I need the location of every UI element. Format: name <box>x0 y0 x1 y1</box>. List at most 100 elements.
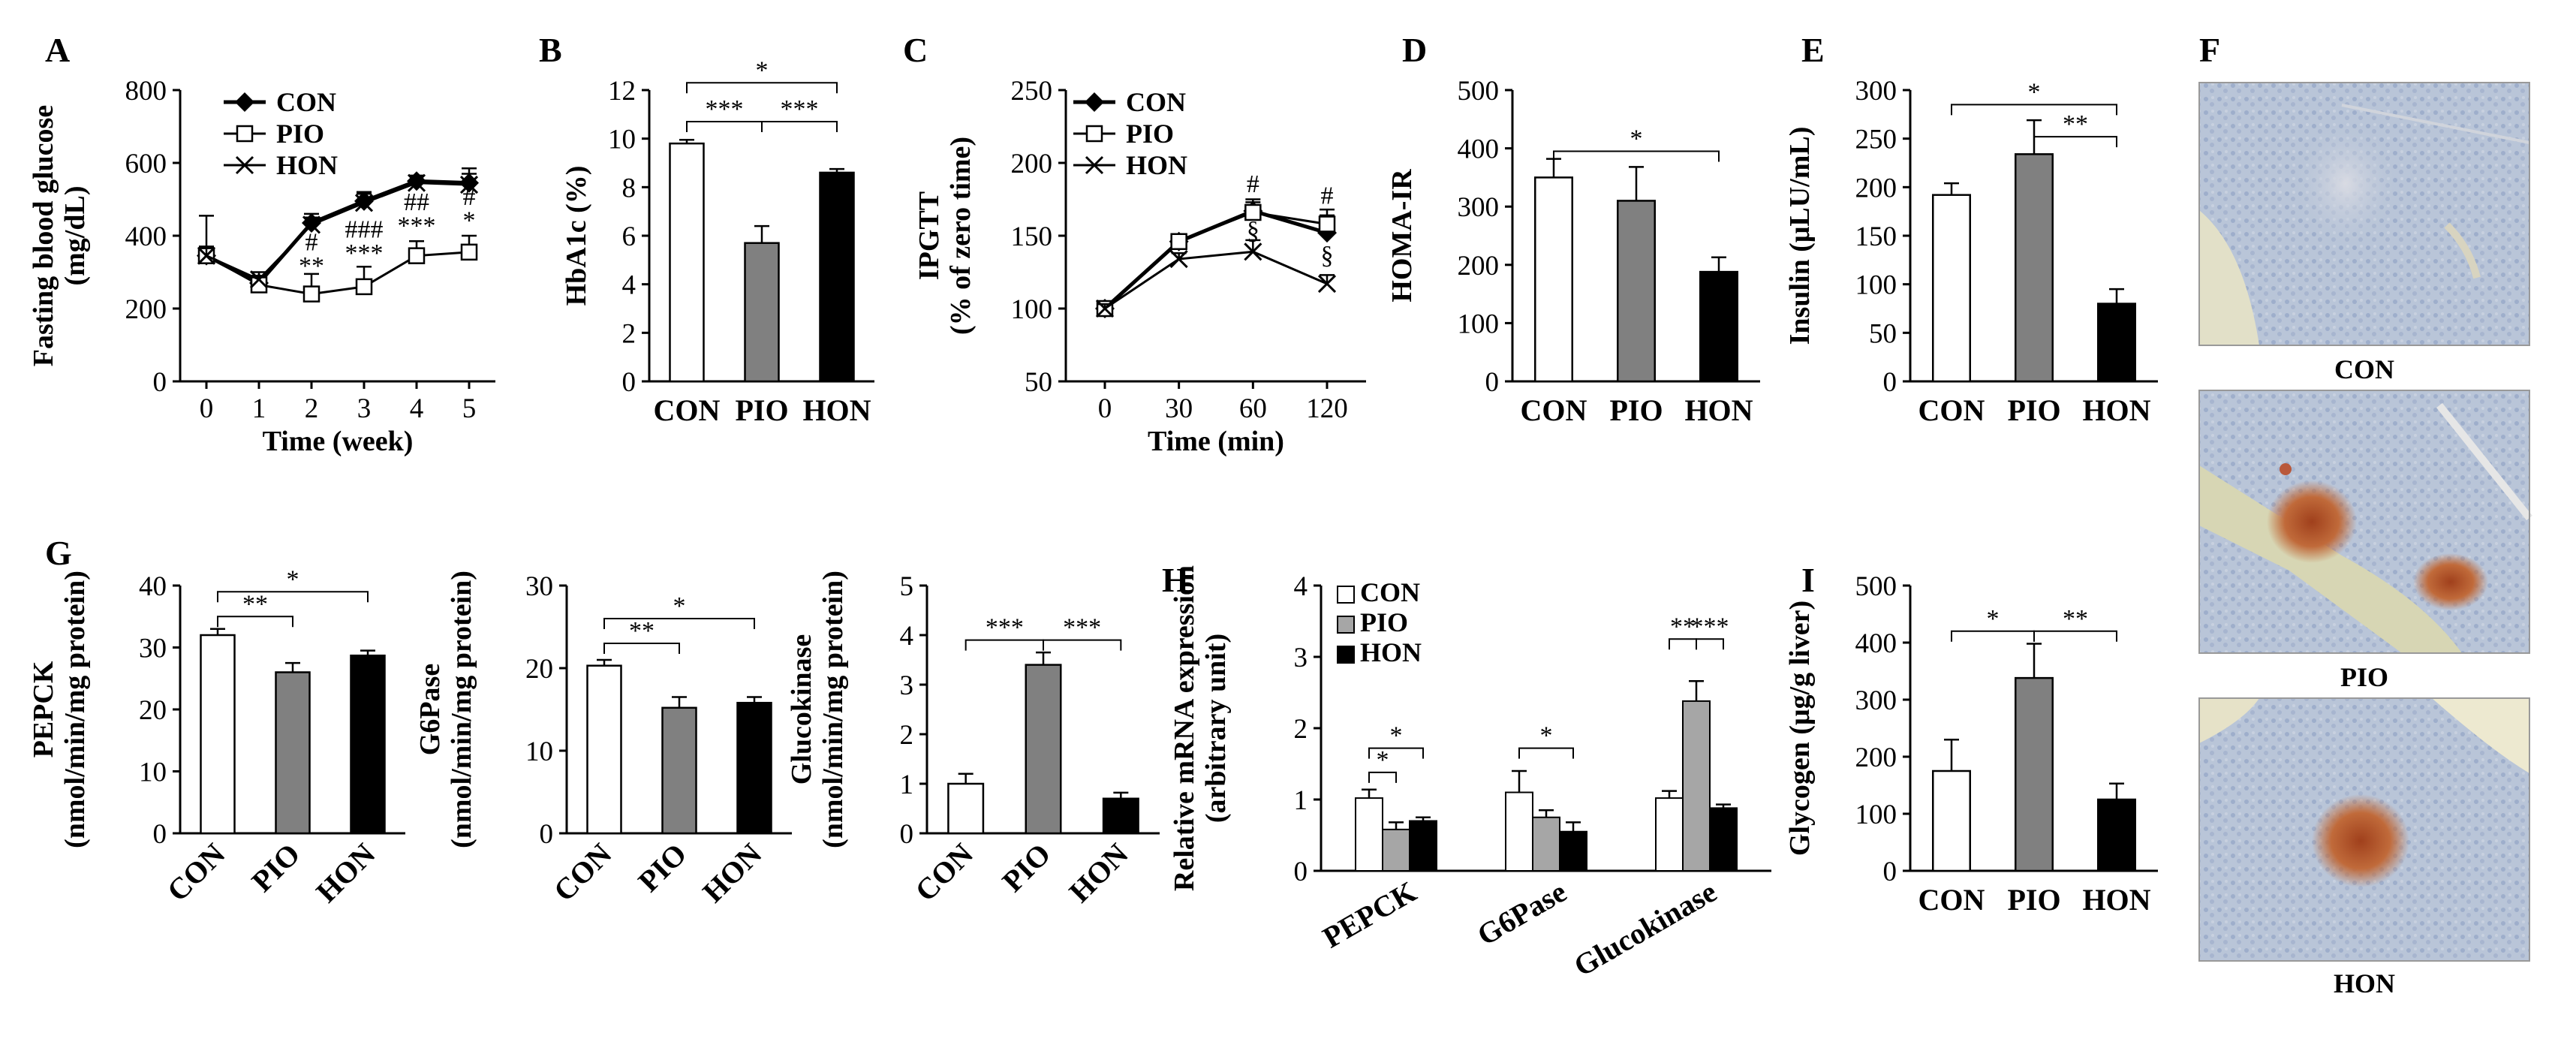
x-tick-label: 0 <box>200 393 214 424</box>
y-tick-label: 12 <box>608 76 636 107</box>
annotation: # <box>463 183 476 211</box>
significance-label: *** <box>706 95 744 123</box>
data-point <box>302 215 321 234</box>
x-tick-label: CON <box>654 393 721 427</box>
annotation: *** <box>398 212 436 240</box>
x-tick-label: G6Pase <box>1471 875 1572 952</box>
chart-g-glucokinase: 0 1 2 3 4 5 Glucokinase (nmol/min/mg protein) CO… <box>786 571 1160 909</box>
series-line-con <box>1103 209 1328 310</box>
significance-bracket <box>1951 104 2117 116</box>
y-axis-title: Glycogen (μg/g liver) <box>1784 601 1816 856</box>
significance-bracket <box>1518 747 1574 759</box>
y-tick-label: 800 <box>125 76 167 107</box>
y-tick-label: 8 <box>622 173 636 203</box>
annotation: ** <box>299 252 324 280</box>
bar-con <box>586 664 622 835</box>
significance-label: * <box>673 592 686 620</box>
y-tick-label: 200 <box>1458 251 1500 282</box>
y-axis-title-units: (mg/dL) <box>59 186 91 286</box>
significance-label: ** <box>629 617 655 645</box>
bar-hon <box>1559 830 1587 872</box>
error-bar <box>1711 256 1726 273</box>
error-bar <box>1389 821 1404 830</box>
y-tick-label: 0 <box>1883 367 1897 398</box>
annotation: ### <box>345 215 384 243</box>
y-tick-label: 2 <box>1294 714 1308 745</box>
legend-label: HON <box>276 150 338 180</box>
chart-h-mrna: 0 1 2 3 4 Relative mRNA expression (arbitrary … <box>1169 565 1771 983</box>
x-tick-label: HON <box>2082 393 2150 427</box>
x-tick-label: Glucokinase <box>1568 875 1722 983</box>
bar-pio <box>1025 664 1062 835</box>
bar-hon <box>2097 798 2136 872</box>
panel-label-a: A <box>45 31 70 69</box>
significance-label: *** <box>1691 613 1729 640</box>
x-axis-title: Time (week) <box>263 426 414 457</box>
error-bar <box>1944 738 1959 771</box>
data-point <box>1244 242 1262 261</box>
significance-bracket <box>1368 771 1397 783</box>
data-point <box>1244 203 1262 221</box>
y-axis-title-units: (% of zero time) <box>945 137 977 335</box>
bar-pio <box>275 671 311 835</box>
x-axis-title: Time (min) <box>1148 426 1284 457</box>
y-axis-title-units: (nmol/min/mg protein) <box>59 571 91 848</box>
bar-pio <box>1617 200 1656 383</box>
y-tick-label: 400 <box>1458 134 1500 165</box>
y-tick-label: 10 <box>139 757 167 788</box>
panel-label-g: G <box>45 534 72 572</box>
data-point <box>1095 299 1115 318</box>
x-tick-label: CON <box>1918 883 1985 917</box>
histology-image-con <box>2198 82 2530 346</box>
x-tick-label: PIO <box>995 837 1057 899</box>
legend-label: PIO <box>1126 119 1174 149</box>
x-tick-label: HON <box>1684 393 1753 427</box>
y-tick-label: 10 <box>608 125 636 155</box>
error-bar <box>1689 680 1704 701</box>
legend-swatch <box>1337 616 1355 634</box>
y-tick-label: 0 <box>1294 857 1308 887</box>
y-axis-title-units: (arbitrary unit) <box>1200 634 1232 823</box>
y-tick-label: 6 <box>622 221 636 252</box>
data-point <box>1169 249 1188 269</box>
bar-hon <box>1699 270 1738 383</box>
panel-f-histology: CON PIO HON <box>2198 82 2532 998</box>
panel-label-i: I <box>1801 561 1815 599</box>
y-tick-label: 300 <box>1855 76 1897 107</box>
error-bar <box>1036 651 1051 665</box>
y-tick-label: 500 <box>1458 76 1500 107</box>
bar-hon <box>1102 797 1139 835</box>
y-tick-label: 3 <box>900 670 914 701</box>
bar-con <box>1932 194 1971 383</box>
significance-label: * <box>1630 125 1643 152</box>
panel-label-b: B <box>539 31 562 69</box>
significance-label: *** <box>781 95 819 123</box>
y-tick-label: 5 <box>900 571 914 602</box>
x-tick-label: CON <box>908 836 980 908</box>
bar-hon <box>350 654 386 835</box>
error-bar <box>1113 791 1129 799</box>
significance-bracket <box>761 121 838 133</box>
y-tick-label: 200 <box>1011 149 1053 179</box>
error-bar <box>2027 643 2042 679</box>
y-tick-label: 100 <box>1011 294 1053 325</box>
bar-hon <box>2097 303 2136 383</box>
legend-label: HON <box>1126 150 1187 180</box>
legend-label: CON <box>276 87 336 117</box>
significance-label: ** <box>2063 110 2088 138</box>
y-axis-title: HbA1c (%) <box>561 166 592 306</box>
y-tick-label: 0 <box>1883 857 1897 887</box>
panel-label-c: C <box>903 31 928 69</box>
y-tick-label: 100 <box>1855 270 1897 301</box>
bar-pio <box>1382 828 1410 872</box>
y-tick-label: 300 <box>1458 192 1500 223</box>
y-tick-label: 2 <box>622 318 636 349</box>
significance-label: * <box>756 56 769 84</box>
y-tick-label: 0 <box>153 367 167 398</box>
data-point <box>197 246 216 265</box>
legend-swatch <box>1337 586 1355 604</box>
bar-pio <box>2015 676 2054 872</box>
annotation: § <box>1321 242 1334 270</box>
